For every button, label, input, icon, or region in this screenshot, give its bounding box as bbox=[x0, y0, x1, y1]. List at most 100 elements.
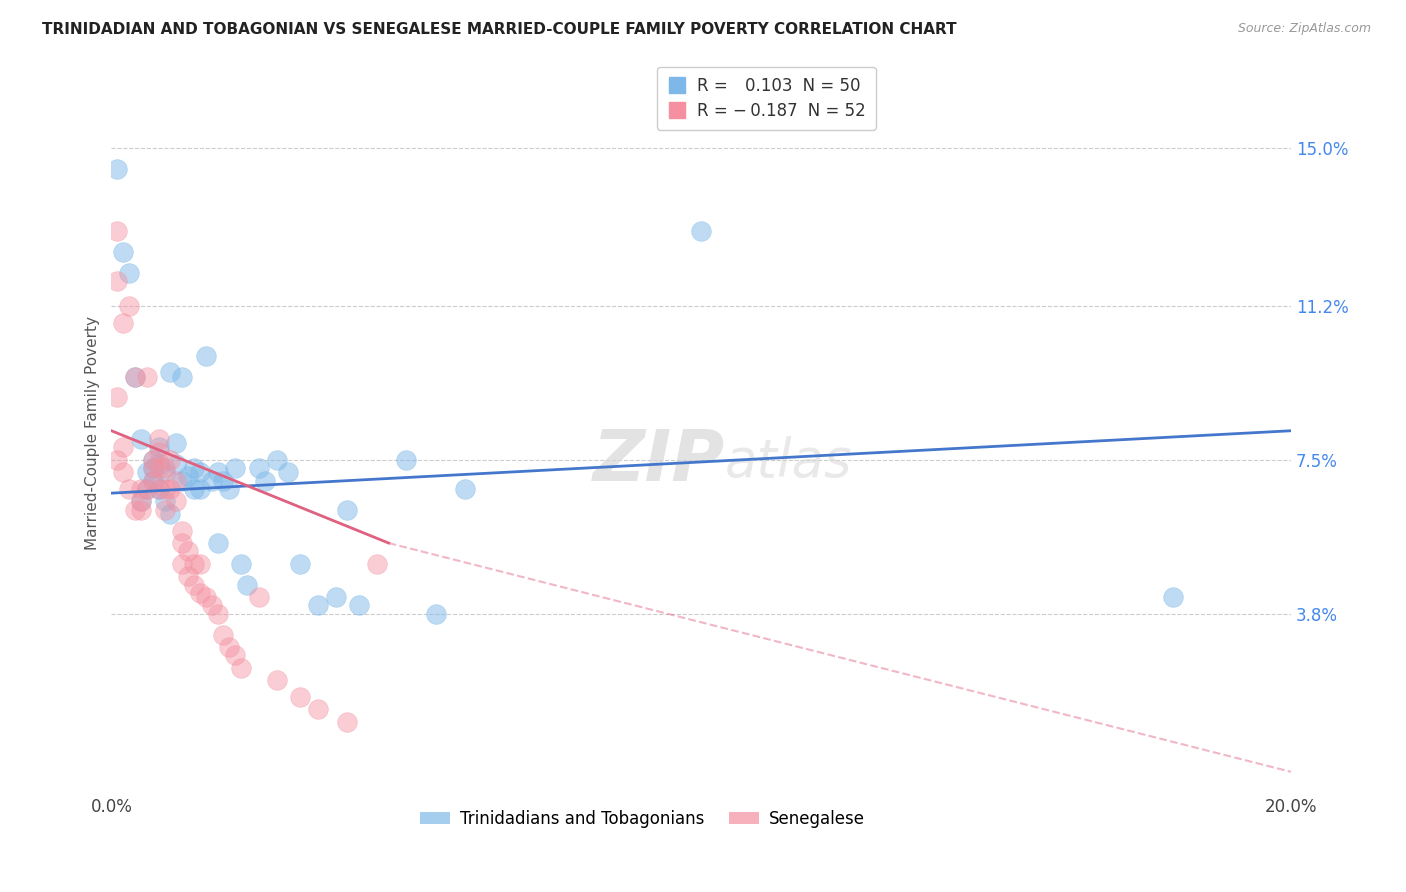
Point bbox=[194, 590, 217, 604]
Point bbox=[218, 482, 240, 496]
Point bbox=[336, 502, 359, 516]
Point bbox=[135, 466, 157, 480]
Point bbox=[112, 316, 135, 330]
Point bbox=[105, 391, 128, 405]
Point bbox=[148, 432, 170, 446]
Point bbox=[201, 474, 224, 488]
Point bbox=[135, 482, 157, 496]
Point bbox=[135, 482, 157, 496]
Point bbox=[129, 432, 152, 446]
Point bbox=[207, 536, 229, 550]
Point bbox=[266, 453, 288, 467]
Point bbox=[177, 469, 200, 483]
Point bbox=[188, 482, 211, 496]
Point bbox=[112, 244, 135, 259]
Point bbox=[690, 224, 713, 238]
Point bbox=[153, 482, 176, 496]
Point bbox=[247, 461, 270, 475]
Text: TRINIDADIAN AND TOBAGONIAN VS SENEGALESE MARRIED-COUPLE FAMILY POVERTY CORRELATI: TRINIDADIAN AND TOBAGONIAN VS SENEGALESE… bbox=[42, 22, 957, 37]
Point bbox=[188, 586, 211, 600]
Point bbox=[218, 640, 240, 654]
Point bbox=[425, 607, 447, 621]
Point bbox=[307, 599, 329, 613]
Point bbox=[172, 369, 194, 384]
Point bbox=[142, 474, 165, 488]
Point bbox=[212, 474, 235, 488]
Point bbox=[129, 494, 152, 508]
Point bbox=[236, 577, 259, 591]
Point bbox=[142, 453, 165, 467]
Point bbox=[188, 557, 211, 571]
Point bbox=[153, 494, 176, 508]
Point bbox=[142, 461, 165, 475]
Point bbox=[266, 673, 288, 688]
Point bbox=[159, 482, 181, 496]
Point bbox=[194, 349, 217, 363]
Point bbox=[207, 466, 229, 480]
Point bbox=[148, 441, 170, 455]
Point bbox=[183, 577, 205, 591]
Point bbox=[253, 474, 276, 488]
Point bbox=[165, 474, 187, 488]
Point bbox=[183, 461, 205, 475]
Point bbox=[172, 474, 194, 488]
Point bbox=[148, 457, 170, 471]
Point bbox=[105, 453, 128, 467]
Text: ZIP: ZIP bbox=[593, 427, 725, 496]
Point bbox=[277, 466, 299, 480]
Point bbox=[172, 524, 194, 538]
Text: atlas: atlas bbox=[725, 435, 852, 488]
Point bbox=[165, 436, 187, 450]
Point bbox=[212, 627, 235, 641]
Point bbox=[142, 453, 165, 467]
Point bbox=[336, 714, 359, 729]
Point bbox=[112, 441, 135, 455]
Point bbox=[183, 557, 205, 571]
Point bbox=[159, 366, 181, 380]
Point bbox=[165, 494, 187, 508]
Point bbox=[105, 274, 128, 288]
Point bbox=[224, 648, 246, 663]
Point bbox=[395, 453, 418, 467]
Point bbox=[172, 536, 194, 550]
Point bbox=[105, 224, 128, 238]
Point bbox=[148, 444, 170, 458]
Point bbox=[231, 661, 253, 675]
Point bbox=[247, 590, 270, 604]
Point bbox=[366, 557, 388, 571]
Point bbox=[129, 494, 152, 508]
Point bbox=[118, 266, 141, 280]
Point bbox=[142, 461, 165, 475]
Point bbox=[159, 507, 181, 521]
Point bbox=[325, 590, 347, 604]
Point bbox=[148, 461, 170, 475]
Point bbox=[177, 544, 200, 558]
Point bbox=[112, 466, 135, 480]
Point bbox=[347, 599, 370, 613]
Y-axis label: Married-Couple Family Poverty: Married-Couple Family Poverty bbox=[86, 316, 100, 549]
Point bbox=[224, 461, 246, 475]
Point bbox=[288, 557, 311, 571]
Point bbox=[118, 299, 141, 313]
Point bbox=[1161, 590, 1184, 604]
Point bbox=[153, 466, 176, 480]
Point bbox=[124, 502, 146, 516]
Point bbox=[148, 482, 170, 496]
Point bbox=[105, 161, 128, 176]
Point bbox=[454, 482, 477, 496]
Point bbox=[135, 369, 157, 384]
Point bbox=[201, 599, 224, 613]
Point bbox=[207, 607, 229, 621]
Point bbox=[165, 457, 187, 471]
Point bbox=[159, 453, 181, 467]
Point bbox=[118, 482, 141, 496]
Point bbox=[183, 482, 205, 496]
Point bbox=[142, 474, 165, 488]
Point bbox=[177, 569, 200, 583]
Legend: Trinidadians and Tobagonians, Senegalese: Trinidadians and Tobagonians, Senegalese bbox=[413, 804, 872, 835]
Point bbox=[172, 557, 194, 571]
Point bbox=[124, 369, 146, 384]
Point bbox=[129, 482, 152, 496]
Point bbox=[129, 502, 152, 516]
Point bbox=[124, 369, 146, 384]
